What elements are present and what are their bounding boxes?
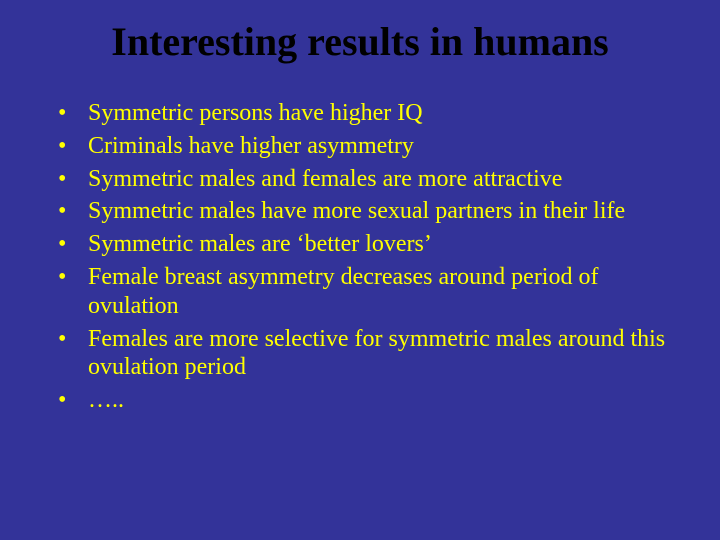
slide-title: Interesting results in humans xyxy=(40,18,680,65)
list-item: Symmetric males and females are more att… xyxy=(58,165,680,194)
list-item: ….. xyxy=(58,386,680,415)
list-item: Criminals have higher asymmetry xyxy=(58,132,680,161)
slide: Interesting results in humans Symmetric … xyxy=(0,0,720,540)
list-item: Females are more selective for symmetric… xyxy=(58,325,680,383)
list-item: Symmetric persons have higher IQ xyxy=(58,99,680,128)
list-item: Female breast asymmetry decreases around… xyxy=(58,263,680,321)
list-item: Symmetric males have more sexual partner… xyxy=(58,197,680,226)
bullet-list: Symmetric persons have higher IQ Crimina… xyxy=(40,99,680,415)
list-item: Symmetric males are ‘better lovers’ xyxy=(58,230,680,259)
